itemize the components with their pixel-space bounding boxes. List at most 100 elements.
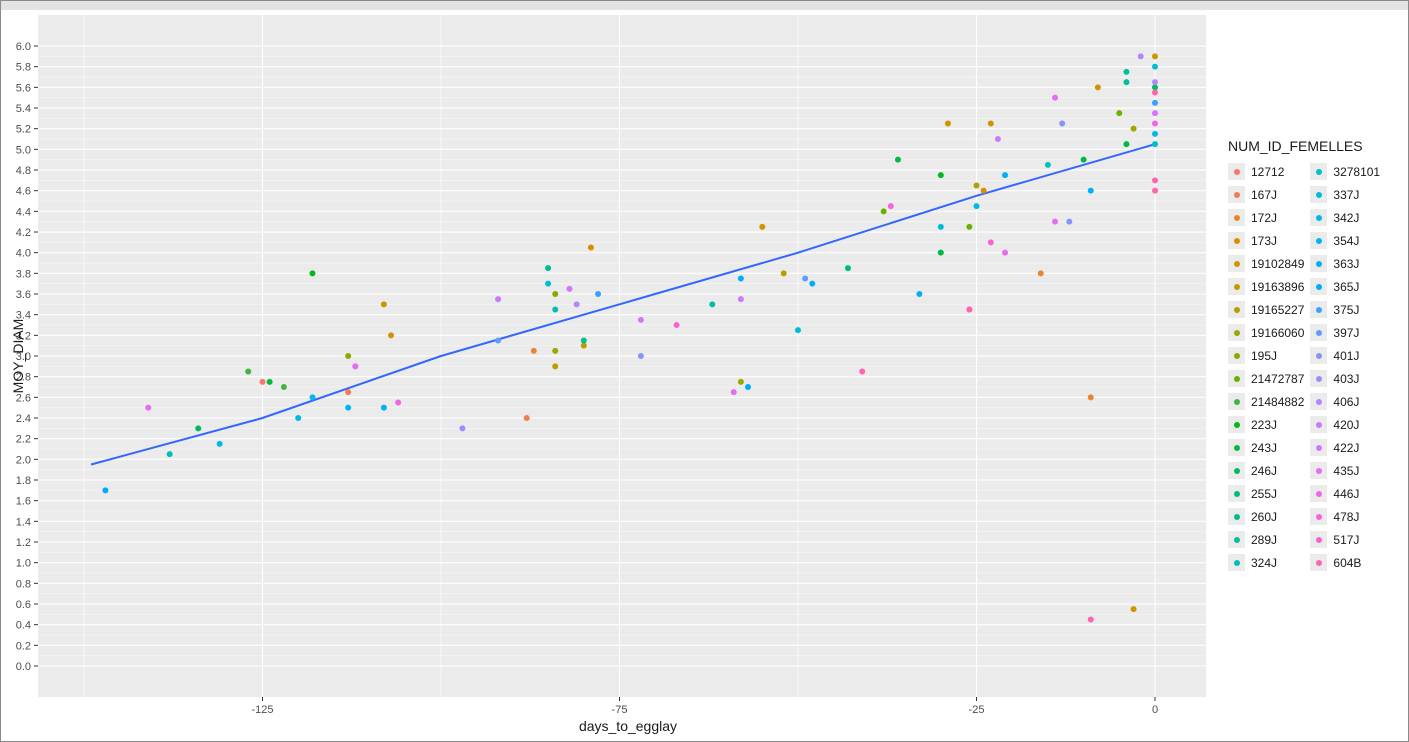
legend-key (1228, 278, 1245, 295)
legend-item: 243J (1228, 436, 1304, 459)
legend-dot (1315, 260, 1322, 267)
legend-label: 19163896 (1251, 279, 1305, 294)
data-point (894, 156, 901, 163)
data-point (166, 451, 173, 458)
legend-item: 365J (1310, 275, 1380, 298)
legend-key (1310, 462, 1328, 479)
data-point (523, 415, 530, 422)
legend-item: 167J (1228, 183, 1304, 206)
legend-title: NUM_ID_FEMELLES (1228, 138, 1363, 154)
legend-item: 406J (1310, 390, 1380, 413)
legend-label: 354J (1333, 233, 1360, 248)
data-point (280, 384, 287, 391)
legend-key (1310, 393, 1328, 410)
data-point (545, 265, 552, 272)
data-point (944, 120, 951, 127)
data-point (1116, 110, 1123, 117)
legend-dot (1233, 444, 1240, 451)
legend-item: 324J (1228, 551, 1304, 574)
legend-item: 478J (1310, 505, 1380, 528)
data-point (1152, 177, 1158, 184)
data-point (1080, 156, 1087, 163)
y-tick-label: 3.6 (16, 289, 31, 301)
legend-key (1228, 255, 1245, 272)
y-tick-label: 2.4 (16, 413, 31, 425)
legend-key (1310, 324, 1328, 341)
legend-label: 21472787 (1251, 371, 1305, 386)
legend-dot (1233, 490, 1240, 497)
legend-dot (1315, 283, 1322, 290)
legend-label: 604B (1333, 555, 1362, 570)
legend-column-1: 12712 167J 172J 173J 19102849 19163896 1916522… (1228, 160, 1304, 574)
legend-key (1228, 554, 1245, 571)
y-tick-label: 5.8 (16, 62, 31, 74)
y-tick-label: 1.6 (16, 496, 31, 508)
data-point (737, 378, 744, 385)
y-tick-label: 4.6 (16, 186, 31, 198)
legend-item: 401J (1310, 344, 1380, 367)
data-point (780, 270, 787, 277)
legend-dot (1233, 168, 1240, 175)
data-point (495, 296, 502, 303)
y-tick-label: 4.2 (16, 227, 31, 239)
legend-item: 19102849 (1228, 252, 1304, 275)
data-point (595, 291, 602, 298)
data-point (1130, 606, 1137, 613)
legend-dot (1233, 191, 1240, 198)
legend-item: 172J (1228, 206, 1304, 229)
legend: NUM_ID_FEMELLES 12712 167J 172J 173J 1910284… (1228, 138, 1404, 574)
data-point (1052, 94, 1059, 101)
legend-item: 422J (1310, 436, 1380, 459)
data-point (730, 389, 737, 396)
legend-dot (1315, 306, 1322, 313)
legend-dot (1315, 490, 1322, 497)
legend-item: 12712 (1228, 160, 1304, 183)
legend-item: 337J (1310, 183, 1380, 206)
y-axis: 0.0 0.2 0.4 0.6 0.8 1.0 1.2 1.4 1.6 1.8 2.0 2.2 2.4 2… (16, 41, 38, 673)
data-point (1123, 141, 1130, 148)
y-tick-label: 2.6 (16, 392, 31, 404)
y-tick-label: 3.2 (16, 330, 31, 342)
legend-dot (1315, 444, 1322, 451)
legend-dot (1233, 237, 1240, 244)
legend-dot (1315, 237, 1322, 244)
data-point (1152, 99, 1158, 106)
data-point (937, 249, 944, 256)
data-point (216, 440, 223, 447)
data-point (1152, 53, 1158, 60)
legend-label: 3278101 (1333, 164, 1381, 179)
legend-item: 21472787 (1228, 367, 1304, 390)
data-point (1152, 120, 1158, 127)
legend-key (1228, 232, 1245, 249)
legend-item: 403J (1310, 367, 1380, 390)
legend-item: 517J (1310, 528, 1380, 551)
data-point (809, 280, 816, 287)
y-tick-label: 2.0 (16, 454, 31, 466)
data-point (737, 275, 744, 282)
y-tick-label: 0.2 (16, 640, 31, 652)
legend-label: 19165227 (1251, 302, 1305, 317)
legend-column-2: 3278101 337J 342J 354J 363J 365J 375J 397J 401J 4… (1310, 160, 1380, 574)
legend-dot (1315, 536, 1322, 543)
y-tick-label: 4.0 (16, 248, 31, 260)
legend-label: 12712 (1251, 164, 1285, 179)
legend-label: 517J (1333, 532, 1360, 547)
data-point (530, 347, 537, 354)
legend-key (1310, 485, 1328, 502)
data-point (552, 363, 559, 370)
legend-label: 365J (1333, 279, 1360, 294)
legend-label: 363J (1333, 256, 1360, 271)
grid-major (38, 15, 1206, 697)
y-tick-label: 5.0 (16, 144, 31, 156)
y-tick-label: 2.2 (16, 434, 31, 446)
legend-key (1310, 508, 1328, 525)
x-tick-label: -125 (251, 704, 273, 716)
legend-dot (1233, 536, 1240, 543)
legend-key (1310, 347, 1328, 364)
legend-item: 246J (1228, 459, 1304, 482)
data-point (980, 187, 987, 194)
data-point (937, 172, 944, 179)
legend-key (1228, 370, 1245, 387)
data-point (973, 203, 980, 210)
